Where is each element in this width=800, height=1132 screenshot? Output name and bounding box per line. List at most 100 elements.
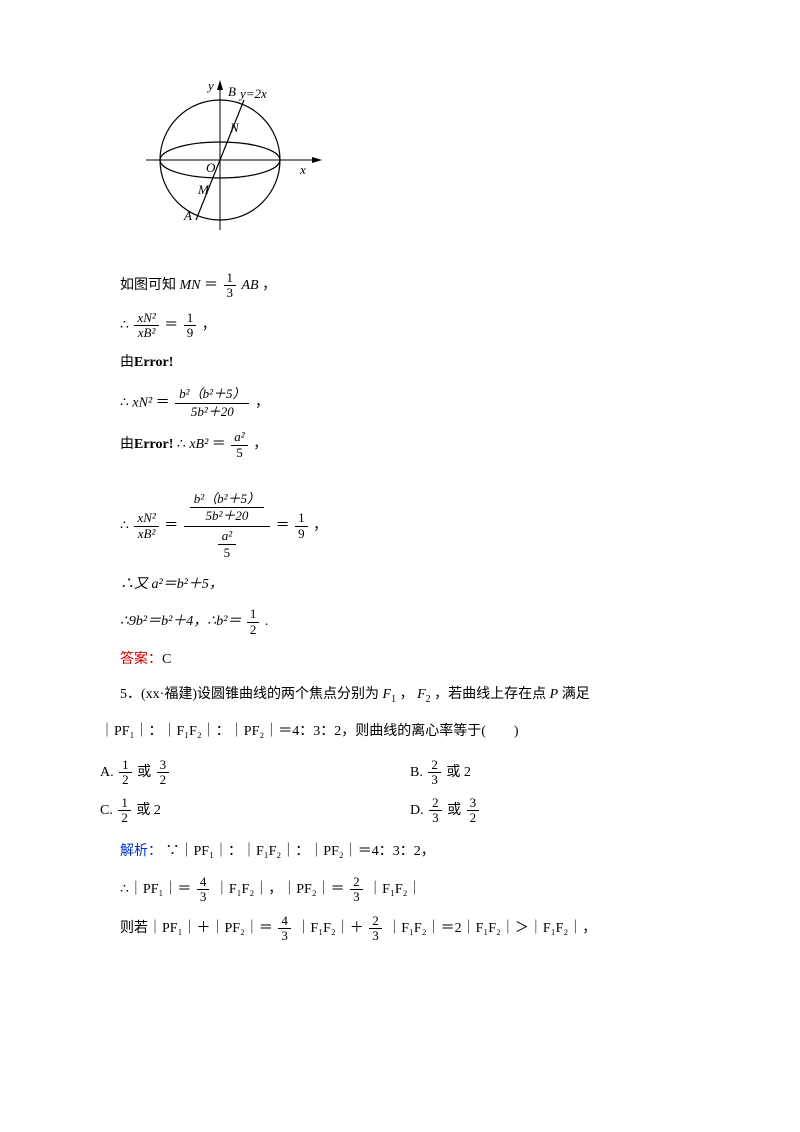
therefore: ∴ (120, 518, 129, 533)
frac-1-2: 1 2 (247, 607, 260, 637)
label-N: N (229, 120, 240, 135)
comma: ， (253, 437, 267, 452)
solution-label: 解析： (120, 844, 162, 859)
eq: ＝ (212, 437, 226, 452)
comma: ， (202, 318, 216, 333)
comma: ， (262, 278, 276, 293)
q5-mid: ，若曲线上存在点 (434, 687, 550, 702)
line-nested-frac: ∴ xN² xB² ＝ b²（b²＋5） 5b²＋20 a² 5 ＝ 1 9 ， (80, 490, 720, 562)
therefore: ∴ (120, 395, 129, 410)
line-xn-xb: ∴ xN² xB² ＝ 1 9 ， (80, 311, 720, 341)
error-text: Error! (134, 355, 173, 370)
error-text: Error! (134, 437, 173, 452)
line-xn2: ∴ xN² ＝ b²（b²＋5） 5b²＋20 ， (80, 386, 720, 421)
period: . (265, 614, 269, 629)
var-xn2: xN² (132, 395, 152, 410)
frac-2-3: 2 3 (350, 875, 363, 905)
q5-f1: F (383, 687, 392, 702)
opt-c-rest: 或 2 (136, 803, 161, 818)
question-5: 5．(xx·福建)设圆锥曲线的两个焦点分别为 F1 ， F2 ，若曲线上存在点 … (80, 682, 720, 709)
frac-1-9b: 1 9 (295, 511, 308, 541)
frac-1-9: 1 9 (184, 311, 197, 341)
frac-xn-xb-2: xN² xB² (134, 511, 158, 541)
frac-b2: b²（b²＋5） 5b²＋20 (175, 386, 249, 421)
opt-a-f2: 3 2 (157, 758, 170, 788)
by: 由 (120, 437, 134, 452)
option-d: D. 2 3 或 3 2 (410, 796, 720, 826)
nested-frac: b²（b²＋5） 5b²＋20 a² 5 (184, 490, 270, 562)
opt-b-f1: 2 3 (428, 758, 441, 788)
text: ∴又 a²＝b²＋5， (120, 577, 223, 592)
line-error1: 由Error! (80, 350, 720, 375)
or: 或 (137, 765, 151, 780)
line-mn-ab: 如图可知 MN ＝ 1 3 AB ， (80, 271, 720, 301)
sol3-c: ｜F₁F₂｜＝2｜F₁F₂｜＞｜F₁F₂｜， (387, 921, 596, 936)
sol3-a: 则若｜PF₁｜＋｜PF₂｜＝ (120, 921, 273, 936)
conic-diagram: y B y=2x N O x M A (140, 60, 720, 259)
frac-xn-xb: xN² xB² (134, 311, 158, 341)
comma: ， (313, 518, 327, 533)
opt-c-label: C. (100, 803, 113, 818)
line-9b2: ∴9b²＝b²＋4，∴b²＝ 1 2 . (80, 607, 720, 637)
frac-1-3: 1 3 (224, 271, 237, 301)
sol-a: ∵｜PF₁｜：｜F₁F₂｜：｜PF₂｜＝4：3：2， (166, 844, 435, 859)
opt-b-label: B. (410, 765, 423, 780)
opt-a-f1: 1 2 (119, 758, 132, 788)
options-row: A. 1 2 或 3 2 B. 2 3 或 2 C. 1 2 或 2 D. 2 … (100, 754, 720, 829)
line-error2: 由Error! ∴ xB² ＝ a² 5 ， (80, 430, 720, 460)
q5-f2: F (417, 687, 426, 702)
q5-mid2: 满足 (562, 687, 590, 702)
comma: ， (255, 395, 269, 410)
var-mn: MN (180, 278, 201, 293)
solution-line2: ∴｜PF₁｜＝ 4 3 ｜F₁F₂｜，｜PF₂｜＝ 2 3 ｜F₁F₂｜ (80, 875, 720, 905)
therefore: ∴ (120, 318, 129, 333)
frac-2-3b: 2 3 (369, 914, 382, 944)
ratio-text: ｜PF₁｜：｜F₁F₂｜：｜PF₂｜＝4：3：2，则曲线的离心率等于( ) (100, 724, 519, 739)
frac-4-3b: 4 3 (278, 914, 291, 944)
eq2: ＝ (276, 518, 290, 533)
opt-d-label: D. (410, 803, 424, 818)
option-b: B. 2 3 或 2 (410, 758, 720, 788)
answer-label: 答案： (120, 652, 162, 667)
eq: ＝ (164, 318, 178, 333)
comma: ， (400, 687, 414, 702)
opt-c-f1: 1 2 (118, 796, 131, 826)
opt-d-f1: 2 3 (429, 796, 442, 826)
sol2-c: ｜F₁F₂｜ (368, 882, 421, 897)
sol3-b: ｜F₁F₂｜＋ (296, 921, 363, 936)
opt-a-label: A. (100, 765, 114, 780)
option-a: A. 1 2 或 3 2 (100, 758, 410, 788)
solution-line3: 则若｜PF₁｜＋｜PF₂｜＝ 4 3 ｜F₁F₂｜＋ 2 3 ｜F₁F₂｜＝2｜… (80, 914, 720, 944)
therefore: ∴ (177, 437, 186, 452)
eq: ＝ (156, 395, 170, 410)
label-A: A (183, 208, 192, 223)
eq: ＝ (164, 518, 178, 533)
opt-d-f2: 3 2 (467, 796, 480, 826)
frac-4-3: 4 3 (197, 875, 210, 905)
sol2-b: ｜F₁F₂｜，｜PF₂｜＝ (215, 882, 345, 897)
line-a2b2: ∴又 a²＝b²＋5， (80, 572, 720, 597)
label-y: y (206, 78, 214, 93)
answer-value: C (162, 652, 171, 667)
frac-a2-5: a² 5 (231, 430, 247, 460)
question-5-ratio: ｜PF₁｜：｜F₁F₂｜：｜PF₂｜＝4：3：2，则曲线的离心率等于( ) (80, 719, 720, 744)
text: 如图可知 (120, 278, 180, 293)
option-c: C. 1 2 或 2 (100, 796, 410, 826)
label-O: O (206, 160, 216, 175)
sol2-a: ∴｜PF₁｜＝ (120, 882, 191, 897)
var-ab: AB (242, 278, 259, 293)
label-eqn: y=2x (238, 86, 267, 101)
text: ∴9b²＝b²＋4，∴b²＝ (120, 614, 241, 629)
label-M: M (197, 182, 210, 197)
opt-b-rest: 或 2 (446, 765, 471, 780)
q5-f2s: 2 (426, 694, 431, 705)
q5-f1s: 1 (391, 694, 396, 705)
label-B: B (228, 84, 236, 99)
solution-line1: 解析： ∵｜PF₁｜：｜F₁F₂｜：｜PF₂｜＝4：3：2， (80, 839, 720, 864)
or: 或 (447, 803, 461, 818)
q5-intro: 5．(xx·福建)设圆锥曲线的两个焦点分别为 (120, 687, 383, 702)
label-x: x (299, 162, 306, 177)
q5-p: P (550, 687, 559, 702)
eq: ＝ (204, 278, 218, 293)
answer-line: 答案：C (80, 647, 720, 672)
